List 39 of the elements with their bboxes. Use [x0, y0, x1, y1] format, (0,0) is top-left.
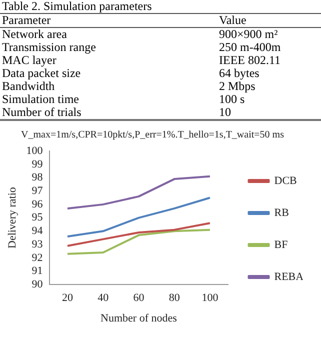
text: Value [218, 13, 248, 28]
text: 10 [218, 105, 232, 120]
y-tick-label: 93 [32, 238, 44, 250]
chart-title: V_max=1m/s,CPR=10pkt/s,P_err=1%.T_hello=1s,T_wait=50 ms [21, 130, 284, 141]
legend-label: BF [274, 238, 288, 251]
text: IEEE 802.11 [218, 53, 282, 67]
x-tick-label: 20 [62, 292, 74, 304]
text: 100 s [218, 92, 245, 106]
x-axis-title: Number of nodes [100, 312, 177, 324]
y-tick-label: 95 [32, 212, 44, 224]
y-tick-label: 90 [32, 278, 44, 290]
text: MAC layer [1, 53, 58, 67]
text: Bandwidth [1, 79, 55, 93]
y-tick-label: 94 [32, 225, 44, 238]
y-tick-label: 99 [32, 158, 44, 170]
text: Simulation time [1, 92, 80, 106]
y-axis-title: Delivery ratio [6, 186, 18, 249]
y-tick-label: 100 [26, 144, 44, 157]
text: 250 m-400m [218, 40, 282, 54]
y-tick-label: 91 [32, 265, 43, 278]
x-tick-label: 60 [133, 292, 145, 304]
legend-label: RB [274, 206, 289, 219]
x-tick-label: 100 [202, 292, 219, 304]
x-tick-label: 40 [98, 292, 110, 304]
text: Parameter [1, 13, 52, 28]
text: Table 2. Simulation parameters [1, 0, 153, 13]
text: 64 bytes [218, 66, 260, 80]
text: 900×900 m² [218, 27, 279, 41]
text: Number of trials [1, 105, 82, 120]
y-tick-label: 98 [32, 172, 44, 184]
legend-label: DCB [274, 174, 297, 187]
text: Data packet size [1, 66, 82, 80]
text: Network area [1, 27, 68, 41]
text: Transmission range [1, 40, 97, 54]
y-tick-label: 97 [32, 184, 44, 197]
y-tick-label: 92 [32, 252, 43, 264]
y-tick-label: 96 [32, 198, 44, 210]
text: 2 Mbps [218, 79, 256, 93]
x-tick-label: 80 [168, 292, 180, 304]
